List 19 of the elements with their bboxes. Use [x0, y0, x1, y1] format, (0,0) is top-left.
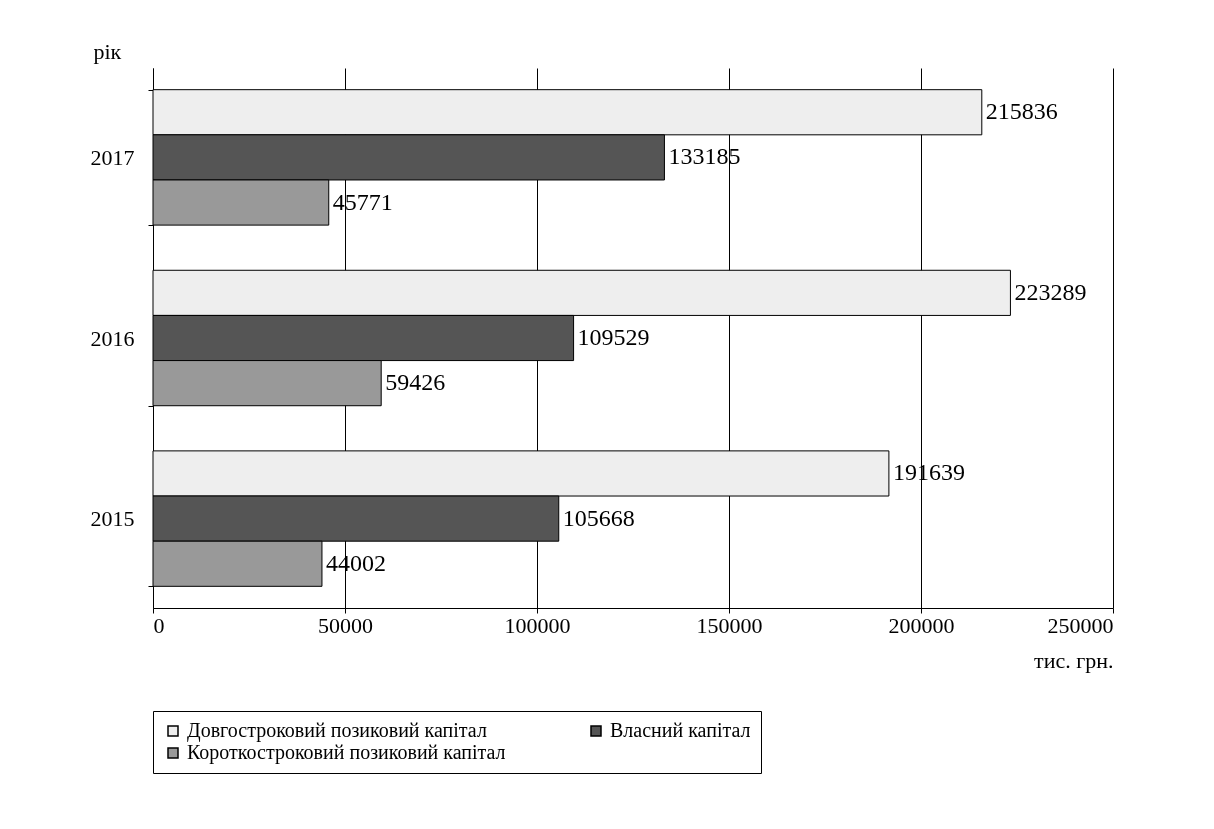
- y-tick-label: 2016: [90, 325, 135, 351]
- legend-label: Довгостроковий позиковий капітал: [187, 719, 487, 742]
- data-label: 223289: [1014, 278, 1087, 305]
- data-label: 105668: [562, 504, 635, 531]
- x-axis-title: тис. грн.: [1034, 647, 1114, 673]
- y-axis-title: рік: [93, 38, 122, 64]
- data-label: 59426: [385, 369, 446, 396]
- x-tick-label: 250000: [1047, 612, 1114, 638]
- x-tick-label: 150000: [696, 612, 763, 638]
- y-tick-label: 2017: [90, 144, 135, 170]
- x-tick-label: 50000: [318, 612, 373, 638]
- x-tick-label: 200000: [888, 612, 955, 638]
- legend-label: Власний капітал: [610, 719, 751, 741]
- y-tick-label: 2015: [90, 506, 135, 532]
- data-label: 109529: [577, 324, 650, 350]
- x-tick-label: 0: [153, 612, 165, 638]
- data-label: 215836: [985, 98, 1058, 125]
- x-tick-label: 100000: [504, 612, 571, 638]
- legend-label: Короткостроковий позиковий капітал: [187, 741, 506, 764]
